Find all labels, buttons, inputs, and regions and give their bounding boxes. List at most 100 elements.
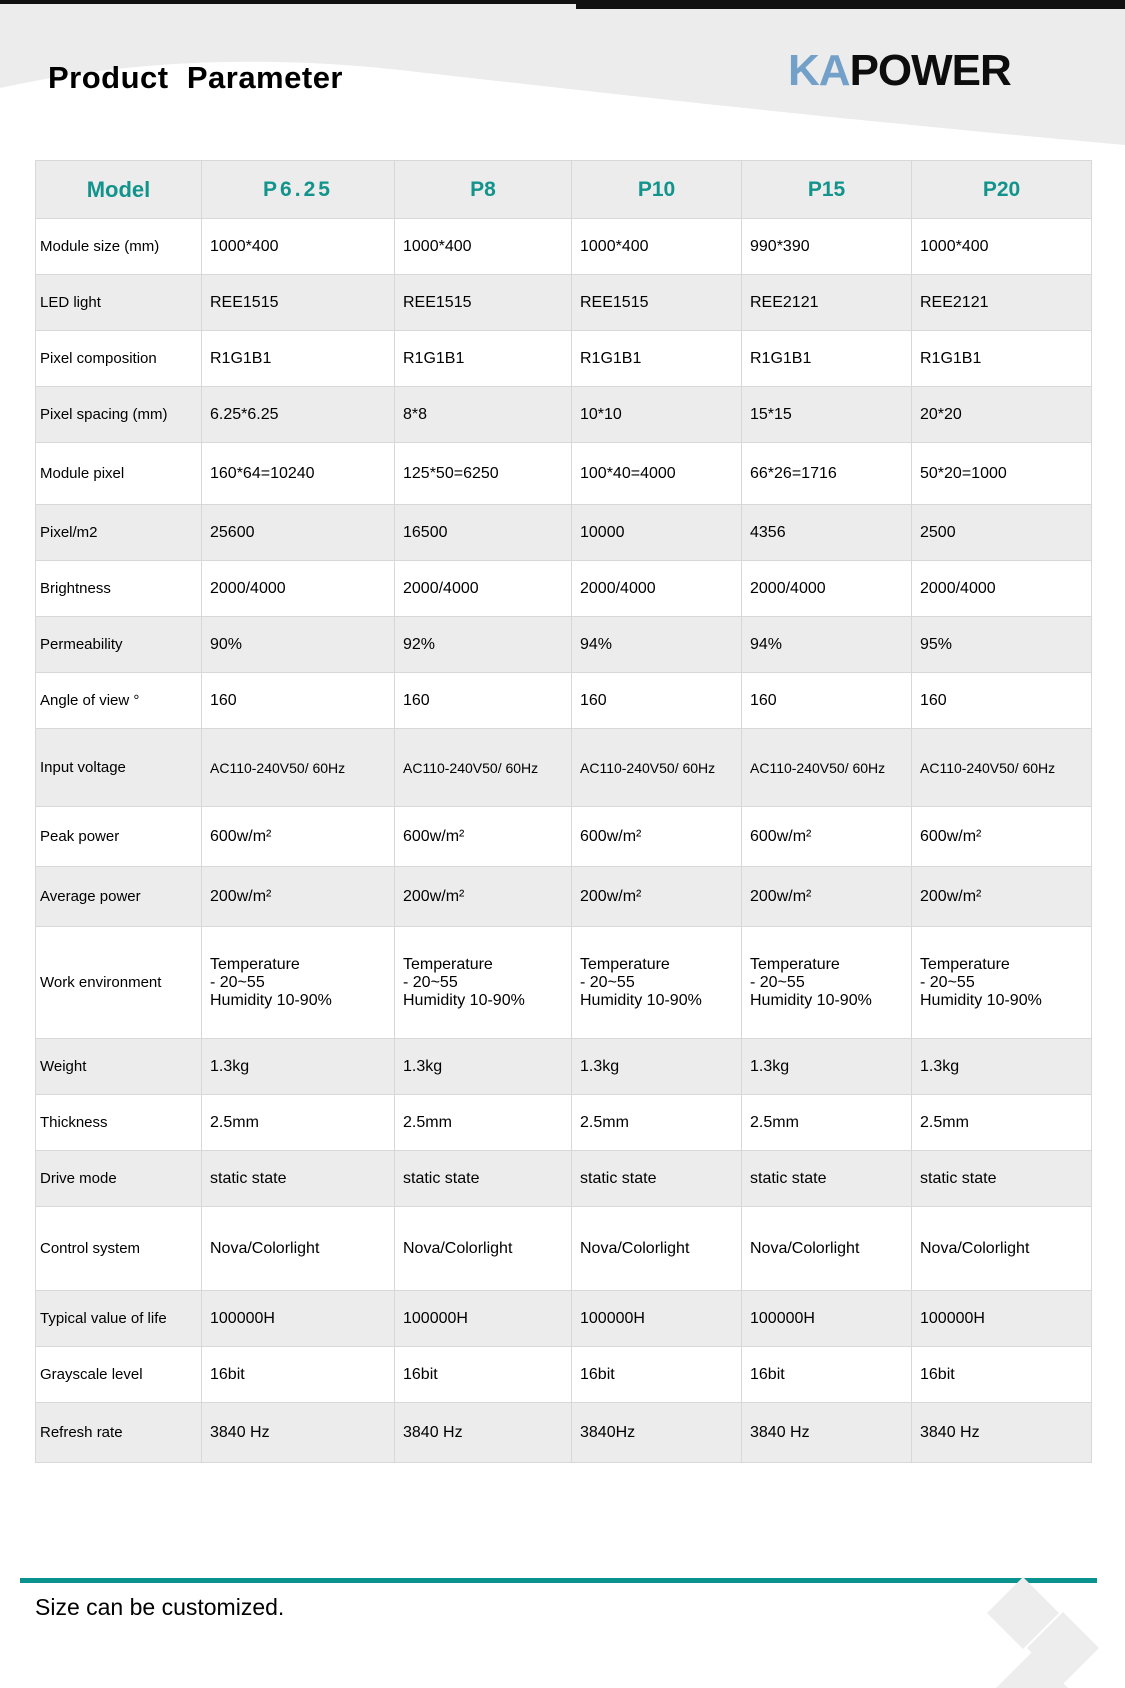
cell-value: 2.5mm bbox=[741, 1094, 912, 1151]
table-row: LED light REE1515 REE1515 REE1515 REE2121 REE… bbox=[35, 274, 1092, 331]
cell-value: static state bbox=[741, 1150, 912, 1207]
cell-value: 3840 Hz bbox=[911, 1402, 1092, 1463]
cell-value: R1G1B1 bbox=[201, 330, 395, 387]
cell-value: 200w/m² bbox=[201, 866, 395, 927]
table-row: Module size (mm) 1000*400 1000*400 1000*400… bbox=[35, 218, 1092, 275]
cell-value: 16bit bbox=[394, 1346, 572, 1403]
cell-value: 16bit bbox=[911, 1346, 1092, 1403]
cell-value: Temperature - 20~55 Humidity 10-90% bbox=[394, 926, 572, 1039]
cell-value: 1000*400 bbox=[394, 218, 572, 275]
cell-value: 8*8 bbox=[394, 386, 572, 443]
footer-accent-rule bbox=[20, 1578, 1097, 1583]
cell-value: 6.25*6.25 bbox=[201, 386, 395, 443]
cell-value: 100000H bbox=[394, 1290, 572, 1347]
cell-value: 1.3kg bbox=[201, 1038, 395, 1095]
cell-value: 100*40=4000 bbox=[571, 442, 742, 505]
cell-value: 200w/m² bbox=[571, 866, 742, 927]
cell-value: static state bbox=[394, 1150, 572, 1207]
model-header-p20: P20 bbox=[911, 160, 1092, 219]
table-row: Pixel/m2 25600 16500 10000 4356 2500 bbox=[35, 504, 1092, 561]
cell-value: 92% bbox=[394, 616, 572, 673]
cell-value: 25600 bbox=[201, 504, 395, 561]
table-header-row: Model P6.25 P8 P10 P15 P20 bbox=[35, 160, 1092, 219]
cell-value: 100000H bbox=[911, 1290, 1092, 1347]
cell-value: AC110-240V50/ 60Hz bbox=[571, 728, 742, 807]
cell-value: 1.3kg bbox=[911, 1038, 1092, 1095]
row-label: Control system bbox=[35, 1206, 202, 1291]
cell-value: Temperature - 20~55 Humidity 10-90% bbox=[571, 926, 742, 1039]
row-label: Typical value of life bbox=[35, 1290, 202, 1347]
cell-value: 16bit bbox=[571, 1346, 742, 1403]
cell-value: 2.5mm bbox=[571, 1094, 742, 1151]
table-row: Work environment Temperature - 20~55 Humi… bbox=[35, 926, 1092, 1039]
row-label: Weight bbox=[35, 1038, 202, 1095]
cell-value: 1000*400 bbox=[911, 218, 1092, 275]
cell-value: Temperature - 20~55 Humidity 10-90% bbox=[741, 926, 912, 1039]
table-row: Refresh rate 3840 Hz 3840 Hz 3840Hz 3840 Hz 3… bbox=[35, 1402, 1092, 1463]
brand-logo-power: POWER bbox=[849, 46, 1012, 95]
cell-value: 2000/4000 bbox=[571, 560, 742, 617]
cell-value: Nova/Colorlight bbox=[201, 1206, 395, 1291]
cell-value: static state bbox=[911, 1150, 1092, 1207]
cell-value: 600w/m² bbox=[201, 806, 395, 867]
cell-value: 600w/m² bbox=[741, 806, 912, 867]
model-header-label: Model bbox=[35, 160, 202, 219]
cell-value: R1G1B1 bbox=[571, 330, 742, 387]
cell-value: 94% bbox=[741, 616, 912, 673]
cell-value: 50*20=1000 bbox=[911, 442, 1092, 505]
cell-value: 10000 bbox=[571, 504, 742, 561]
diamond-motif-icon bbox=[987, 1577, 1099, 1688]
cell-value: 2.5mm bbox=[201, 1094, 395, 1151]
cell-value: Nova/Colorlight bbox=[911, 1206, 1092, 1291]
cell-value: 4356 bbox=[741, 504, 912, 561]
row-label: Pixel spacing (mm) bbox=[35, 386, 202, 443]
brand-logo-ka: KA bbox=[788, 46, 851, 95]
cell-value: 600w/m² bbox=[571, 806, 742, 867]
row-label: Angle of view ° bbox=[35, 672, 202, 729]
cell-value: 16500 bbox=[394, 504, 572, 561]
cell-value: 15*15 bbox=[741, 386, 912, 443]
footer-note: Size can be customized. bbox=[35, 1594, 285, 1620]
table-row: Angle of view ° 160 160 160 160 160 bbox=[35, 672, 1092, 729]
cell-value: Temperature - 20~55 Humidity 10-90% bbox=[911, 926, 1092, 1039]
table-row: Peak power 600w/m² 600w/m² 600w/m² 600w/m² 60… bbox=[35, 806, 1092, 867]
cell-value: 125*50=6250 bbox=[394, 442, 572, 505]
cell-value: R1G1B1 bbox=[911, 330, 1092, 387]
cell-value: AC110-240V50/ 60Hz bbox=[741, 728, 912, 807]
row-label: Input voltage bbox=[35, 728, 202, 807]
cell-value: 1.3kg bbox=[741, 1038, 912, 1095]
cell-value: 100000H bbox=[571, 1290, 742, 1347]
cell-value: 160 bbox=[741, 672, 912, 729]
cell-value: AC110-240V50/ 60Hz bbox=[201, 728, 395, 807]
table-row: Grayscale level 16bit 16bit 16bit 16bit 16bit bbox=[35, 1346, 1092, 1403]
cell-value: static state bbox=[201, 1150, 395, 1207]
cell-value: 3840Hz bbox=[571, 1402, 742, 1463]
cell-value: 990*390 bbox=[741, 218, 912, 275]
table-row: Brightness 2000/4000 2000/4000 2000/4000 200… bbox=[35, 560, 1092, 617]
row-label: Drive mode bbox=[35, 1150, 202, 1207]
cell-value: 160 bbox=[394, 672, 572, 729]
cell-value: 160 bbox=[571, 672, 742, 729]
brand-logo: KAPOWER bbox=[788, 46, 1012, 96]
model-header-p8: P8 bbox=[394, 160, 572, 219]
table-row: Permeability 90% 92% 94% 94% 95% bbox=[35, 616, 1092, 673]
row-label: Module size (mm) bbox=[35, 218, 202, 275]
row-label: Peak power bbox=[35, 806, 202, 867]
cell-value: 2000/4000 bbox=[911, 560, 1092, 617]
row-label: Thickness bbox=[35, 1094, 202, 1151]
cell-value: R1G1B1 bbox=[741, 330, 912, 387]
cell-value: 100000H bbox=[201, 1290, 395, 1347]
header-wave-background bbox=[0, 0, 1125, 145]
top-bar-thick bbox=[576, 0, 1125, 9]
row-label: Work environment bbox=[35, 926, 202, 1039]
cell-value: AC110-240V50/ 60Hz bbox=[394, 728, 572, 807]
cell-value: 94% bbox=[571, 616, 742, 673]
cell-value: REE1515 bbox=[571, 274, 742, 331]
cell-value: REE2121 bbox=[741, 274, 912, 331]
top-bar-thin bbox=[0, 0, 576, 4]
cell-value: 1.3kg bbox=[571, 1038, 742, 1095]
cell-value: AC110-240V50/ 60Hz bbox=[911, 728, 1092, 807]
cell-value: 200w/m² bbox=[911, 866, 1092, 927]
table-row: Weight 1.3kg 1.3kg 1.3kg 1.3kg 1.3kg bbox=[35, 1038, 1092, 1095]
